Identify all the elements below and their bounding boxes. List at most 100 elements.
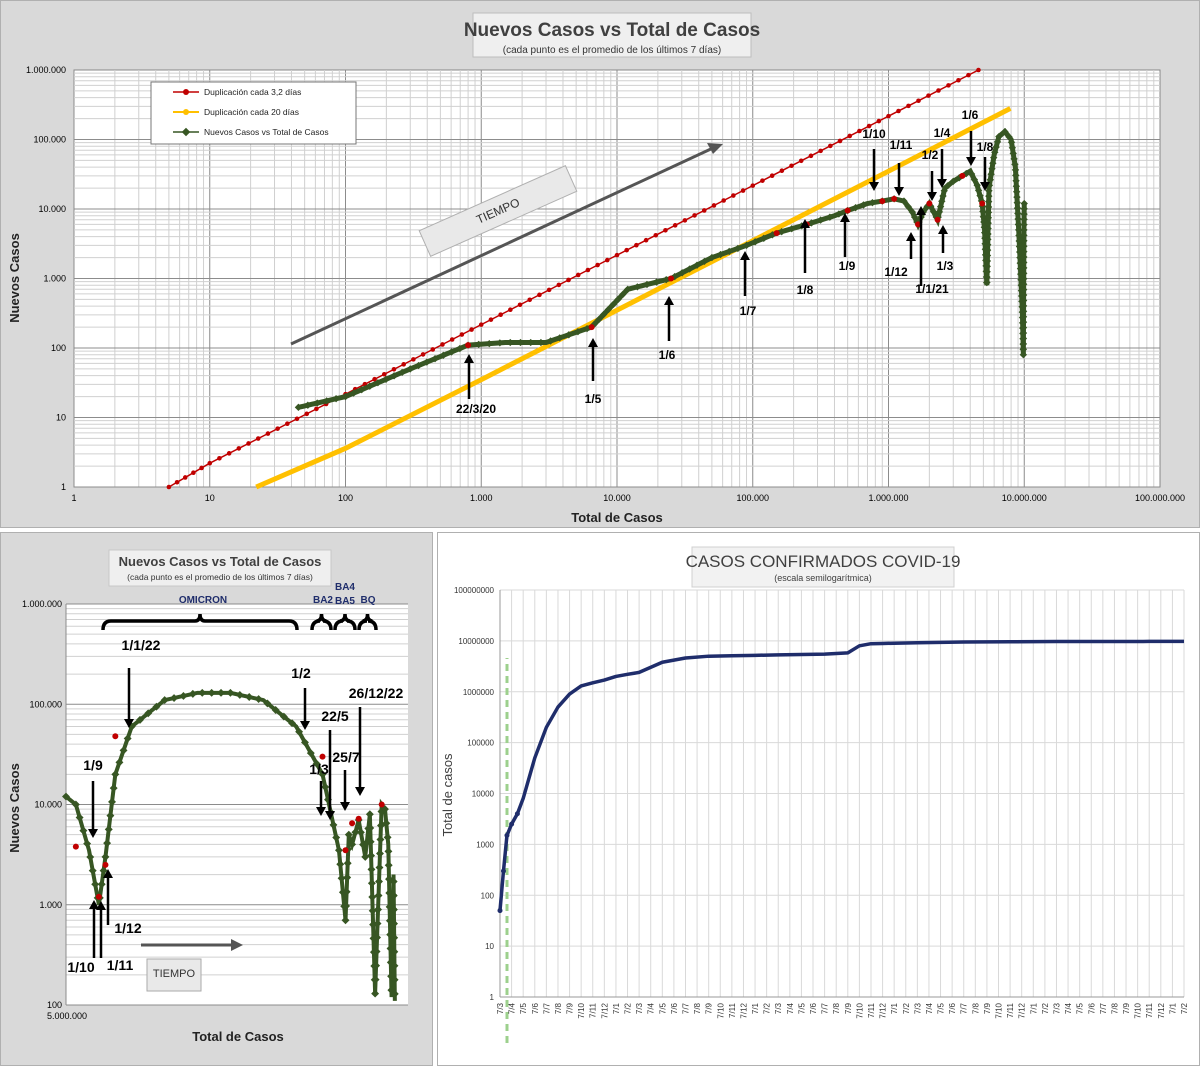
- annotation-label: 1/5: [585, 392, 602, 406]
- data-point-green: [984, 219, 992, 227]
- data-point-red: [653, 232, 659, 238]
- data-point-green: [556, 334, 564, 342]
- data-point-green: [1019, 302, 1028, 310]
- data-point-red: [585, 267, 591, 273]
- data-point-red: [488, 317, 494, 322]
- data-point-green: [984, 208, 993, 217]
- data-point-green: [1019, 285, 1028, 294]
- data-point-red: [411, 357, 416, 362]
- data-point-red: [566, 277, 571, 283]
- date-marker: [844, 207, 851, 214]
- data-point-green: [423, 358, 431, 366]
- x-tick-label: 7/8: [832, 1002, 841, 1014]
- data-point-red: [760, 178, 765, 183]
- x-tick-label: 10: [205, 493, 215, 503]
- data-point-green: [967, 170, 976, 178]
- chart-title: CASOS CONFIRMADOS COVID-19: [686, 552, 961, 571]
- x-tick-label: 7/6: [948, 1002, 957, 1014]
- data-point-green: [742, 241, 751, 250]
- data-point-red: [478, 322, 484, 327]
- data-point-red: [837, 138, 843, 144]
- x-tick-label: 7/10: [1134, 1002, 1143, 1018]
- data-point-red: [966, 72, 971, 78]
- legend-marker: [183, 109, 189, 115]
- x-tick-label: 7/11: [728, 1002, 737, 1018]
- data-point-green: [371, 989, 380, 998]
- y-tick-label: 1.000.000: [22, 599, 62, 609]
- data-point-green: [983, 257, 992, 265]
- chart-subtitle: (cada punto es el promedio de los último…: [503, 45, 721, 56]
- data-point-green: [343, 859, 352, 868]
- data-point-green: [254, 695, 263, 704]
- x-tick-label: 7/6: [670, 1002, 679, 1014]
- date-marker: [926, 200, 933, 207]
- data-point-red: [926, 93, 931, 98]
- data-point-green: [985, 192, 993, 200]
- data-point-green: [356, 828, 365, 837]
- data-point-red: [174, 479, 180, 485]
- annotation-arrow-head: [906, 232, 916, 241]
- data-point-green: [700, 257, 709, 266]
- bracket-omicron: [101, 613, 299, 631]
- data-point-green: [685, 265, 694, 273]
- x-tick-label: 1.000.000: [868, 493, 908, 503]
- data-point-green: [1020, 210, 1028, 218]
- data-point-green: [1019, 334, 1028, 343]
- chart-subtitle: (escala semilogarítmica): [774, 573, 872, 583]
- annotation-arrow-head: [740, 251, 750, 260]
- data-point-green: [1019, 323, 1028, 332]
- x-tick-label: 7/1: [1168, 1002, 1177, 1014]
- date-marker: [349, 820, 356, 827]
- data-point-green: [614, 295, 622, 304]
- x-tick-label: 10.000.000: [1002, 493, 1047, 503]
- x-tick-label: 7/7: [542, 1002, 551, 1014]
- y-tick-label: 1.000: [43, 274, 66, 284]
- data-point-green: [708, 253, 716, 262]
- data-point-red: [575, 272, 581, 278]
- annotation-arrow-head: [325, 811, 335, 820]
- data-point-green: [983, 251, 992, 260]
- data-point-green: [760, 234, 768, 243]
- data-point-green: [374, 905, 382, 914]
- x-tick-label: 100.000.000: [1135, 493, 1185, 503]
- annotation-label: 1/3: [937, 259, 954, 273]
- x-tick-label: 7/7: [1099, 1002, 1108, 1014]
- data-point-green: [604, 305, 613, 314]
- data-point-green: [1019, 296, 1028, 305]
- annotation-arrow-head: [840, 213, 850, 222]
- data-point-green: [366, 382, 374, 390]
- annotation-label: 1/8: [977, 140, 994, 154]
- data-point-red: [721, 198, 726, 203]
- date-marker: [72, 843, 79, 850]
- data-point-green: [245, 693, 254, 701]
- data-point-green: [375, 863, 384, 872]
- data-point-green: [1013, 198, 1021, 207]
- x-tick-label: 100: [338, 493, 353, 503]
- data-point-green: [506, 338, 514, 347]
- data-point-green: [788, 225, 796, 233]
- data-point-green: [321, 783, 330, 791]
- data-point-red: [182, 475, 188, 480]
- x-tick-label: 7/4: [647, 1002, 656, 1014]
- data-point-green: [1020, 258, 1028, 267]
- data-point-green: [1014, 209, 1022, 218]
- data-point-green: [373, 919, 382, 928]
- annotation-label: 1/9: [839, 259, 856, 273]
- data-point-green: [1001, 127, 1009, 136]
- data-point-green: [1019, 318, 1028, 326]
- data-point-red: [226, 451, 232, 456]
- x-tick-label: 7/12: [1157, 1002, 1166, 1018]
- date-marker: [588, 324, 595, 331]
- date-marker: [355, 815, 362, 822]
- group-label-ba5: BA5: [335, 596, 355, 607]
- data-point-green: [170, 694, 179, 702]
- bracket-bq: [357, 613, 378, 631]
- data-point-green: [693, 261, 701, 269]
- chart-title: Nuevos Casos vs Total de Casos: [464, 20, 760, 41]
- data-point-green: [475, 340, 483, 349]
- data-point-green: [341, 392, 350, 401]
- data-point-red: [614, 252, 620, 258]
- data-point-green: [485, 339, 493, 348]
- data-point-green: [1020, 264, 1028, 272]
- data-point-red: [634, 242, 639, 248]
